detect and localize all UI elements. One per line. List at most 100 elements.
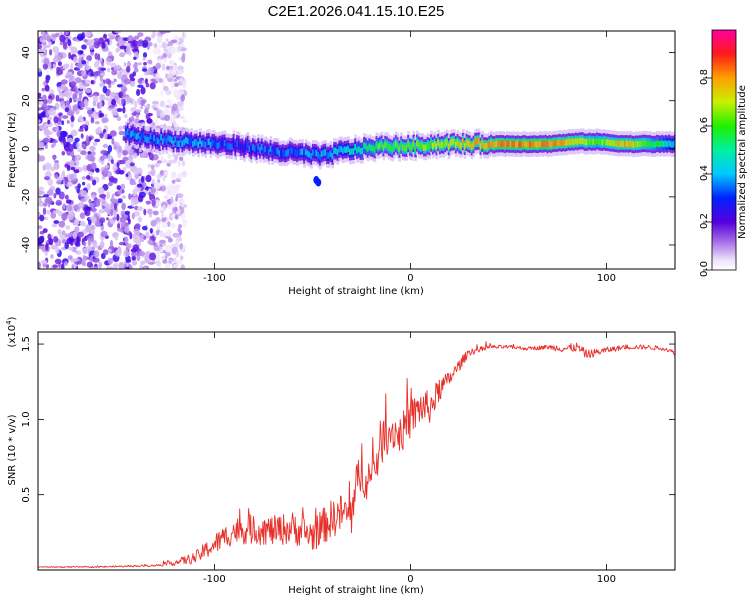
noise-blob — [83, 98, 88, 106]
ridge-cell — [633, 141, 636, 148]
noise-blob — [110, 62, 117, 68]
noise-blob — [87, 109, 93, 115]
noise-blob — [181, 32, 185, 38]
outlier-blob — [315, 178, 322, 187]
noise-blob — [172, 70, 177, 76]
noise-blob — [87, 151, 92, 155]
noise-blob — [162, 204, 166, 209]
noise-blob — [130, 252, 138, 257]
noise-blob — [53, 193, 57, 199]
xtick-label: 0 — [407, 273, 413, 284]
ridge-cell — [338, 146, 341, 153]
noise-blob — [125, 46, 131, 55]
ridge-cell — [375, 141, 379, 148]
noise-blob — [120, 210, 126, 215]
ridge-cell — [186, 137, 190, 145]
ridge-cell — [419, 143, 423, 150]
noise-blob — [65, 194, 69, 200]
noise-blob — [76, 62, 83, 69]
ridge-cell — [350, 148, 354, 155]
noise-blob — [145, 78, 148, 84]
noise-blob — [66, 237, 73, 245]
noise-blob — [137, 216, 142, 223]
noise-blob — [77, 231, 84, 238]
noise-blob — [98, 261, 103, 269]
ridge-cell — [629, 140, 633, 147]
noise-blob — [127, 218, 131, 225]
noise-blob — [180, 264, 185, 269]
noise-blob — [112, 263, 118, 269]
noise-blob — [169, 47, 177, 55]
noise-blob — [61, 238, 67, 244]
ridge-cell — [236, 140, 239, 147]
ridge-cell — [368, 143, 371, 151]
ridge-cell — [641, 140, 645, 147]
noise-blob — [78, 128, 84, 132]
noise-blob — [54, 160, 59, 164]
ridge-cell — [617, 140, 620, 148]
ridge-cell — [315, 150, 319, 157]
noise-blob — [85, 65, 90, 71]
ridge-cell — [447, 143, 451, 150]
ridge-cell — [197, 141, 200, 148]
noise-blob — [111, 67, 115, 71]
noise-blob — [99, 82, 105, 88]
ridge-cell — [604, 139, 608, 146]
ridge-cell — [435, 143, 439, 150]
noise-blob — [147, 68, 151, 76]
ridge-cell — [529, 141, 532, 148]
snr-ticks: -100 0 100 0.5 1.0 1.5 — [21, 332, 675, 585]
noise-blob — [70, 129, 78, 137]
ridge-cell — [571, 138, 574, 145]
ridge-cell — [304, 148, 308, 156]
noise-blob — [152, 47, 160, 55]
noise-blob — [81, 176, 87, 180]
noise-blob — [135, 109, 142, 113]
noise-blob — [107, 257, 113, 265]
noise-blob — [159, 109, 163, 115]
noise-blob — [62, 170, 65, 177]
noise-blob — [38, 92, 42, 97]
noise-blob — [112, 216, 117, 221]
ridge-cell — [506, 140, 509, 147]
noise-blob — [81, 124, 87, 129]
ridge-cell — [573, 139, 576, 146]
ridge-cell — [500, 140, 504, 147]
ridge-cell — [310, 153, 313, 160]
noise-blob — [61, 151, 66, 156]
ridge-cell — [588, 138, 592, 145]
noise-blob — [171, 188, 178, 196]
ridge-cell — [403, 145, 407, 152]
noise-blob — [117, 223, 121, 229]
noise-blob — [102, 85, 108, 94]
noise-blob — [58, 191, 65, 200]
ridge-cell — [615, 140, 618, 147]
noise-blob — [93, 40, 100, 49]
noise-blob — [162, 85, 169, 91]
noise-blob — [149, 82, 156, 90]
noise-blob — [122, 88, 126, 97]
noise-blob — [123, 113, 128, 119]
noise-blob — [151, 199, 156, 207]
ridge-cell — [597, 138, 601, 145]
ridge-cell — [516, 140, 520, 148]
noise-blob — [134, 67, 139, 73]
noise-blob — [143, 62, 147, 66]
ridge-cell — [421, 142, 424, 149]
noise-blob — [90, 162, 97, 170]
noise-blob — [70, 75, 75, 80]
ridge-cell — [347, 145, 350, 152]
noise-blob — [161, 213, 165, 219]
noise-blob — [43, 194, 50, 198]
noise-blob — [65, 181, 73, 188]
noise-blob — [66, 120, 70, 124]
ridge-cell — [654, 141, 657, 148]
noise-blob — [53, 162, 60, 170]
noise-blob — [130, 116, 135, 120]
ridge-cell — [149, 132, 153, 140]
noise-blob — [165, 245, 169, 253]
ridge-cell — [207, 138, 211, 145]
noise-blob — [110, 92, 117, 97]
noise-blob — [119, 40, 127, 45]
ridge-cell — [320, 150, 324, 158]
